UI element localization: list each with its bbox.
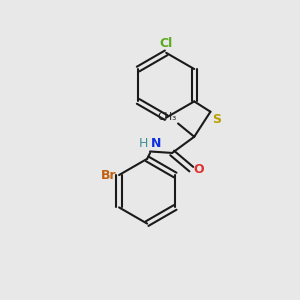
Text: N: N [151,137,161,150]
Text: CH₃: CH₃ [157,112,177,122]
Text: O: O [194,163,204,176]
Text: H: H [139,137,148,150]
Text: Cl: Cl [160,38,173,50]
Text: Br: Br [101,169,117,182]
Text: S: S [212,113,221,126]
